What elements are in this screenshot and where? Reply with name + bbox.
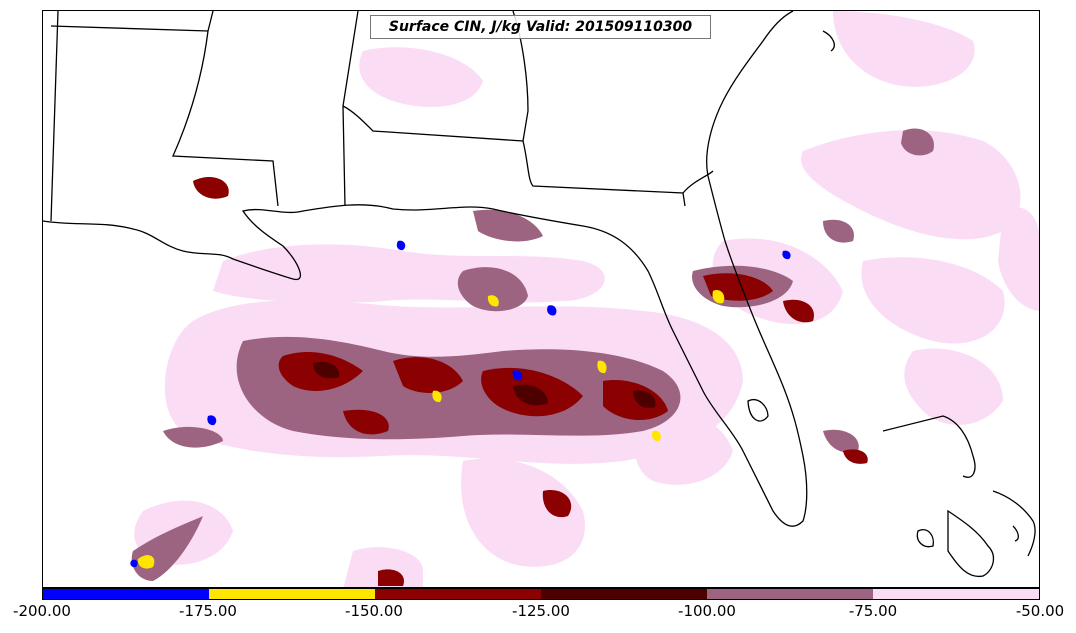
map-panel [42, 10, 1040, 588]
colorbar-tick-label: -100.00 [678, 602, 736, 620]
colorbar-tick-label: -50.00 [1015, 602, 1065, 620]
map-title: Surface CIN, J/kg Valid: 201509110300 [370, 15, 711, 39]
colorbar-tick-label: -200.00 [13, 602, 71, 620]
colorbar-bin-5 [707, 589, 873, 599]
colorbar-tick-label: -150.00 [345, 602, 403, 620]
colorbar-bin-3 [375, 589, 541, 599]
colorbar-tick-label: -175.00 [179, 602, 237, 620]
cin-map [43, 11, 1039, 587]
colorbar-bin-6 [873, 589, 1039, 599]
colorbar-bin-1 [43, 589, 209, 599]
colorbar-tick-label: -125.00 [512, 602, 570, 620]
cin-yellow-layer [137, 290, 725, 569]
cin-blue-layer [130, 240, 791, 568]
colorbar-bin-2 [209, 589, 375, 599]
cin-light-pink-layer [134, 11, 1039, 587]
colorbar [42, 588, 1040, 600]
coastlines-and-borders [43, 11, 1036, 578]
colorbar-tick-label: -75.00 [848, 602, 898, 620]
colorbar-bin-4 [541, 589, 707, 599]
cin-darkest-layer [313, 361, 656, 409]
colorbar-labels: -200.00 -175.00 -150.00 -125.00 -100.00 … [0, 602, 1076, 626]
